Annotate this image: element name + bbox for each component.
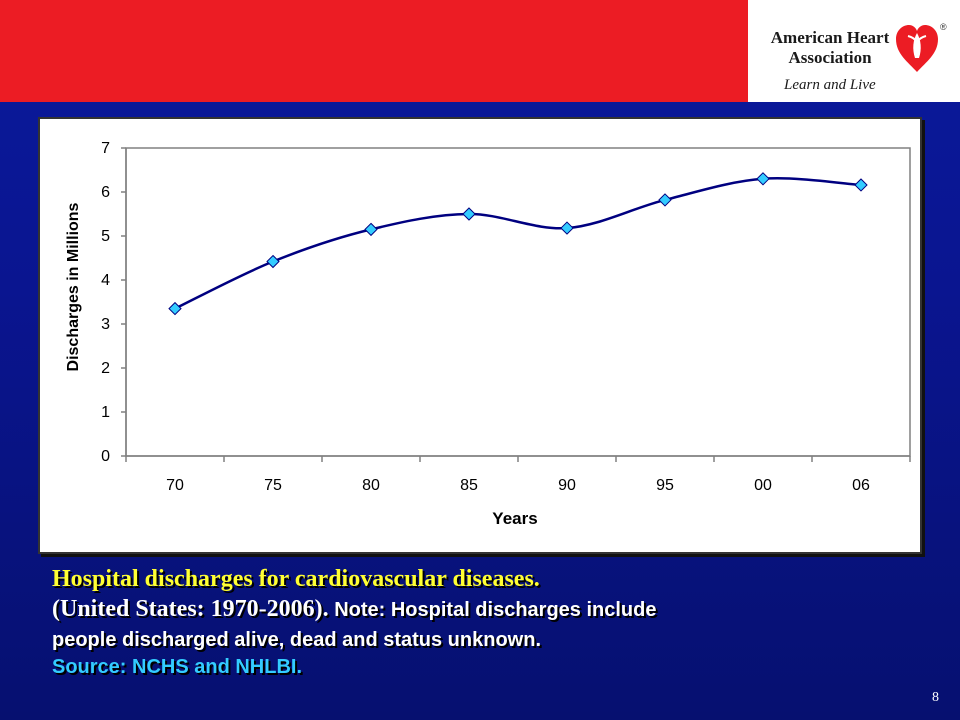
y-tick-label: 0 bbox=[101, 448, 110, 465]
caption-source: Source: NCHS and NHLBI. bbox=[52, 656, 303, 678]
x-tick-label: 95 bbox=[656, 477, 674, 494]
data-point-marker bbox=[462, 207, 476, 221]
data-point-marker bbox=[364, 222, 378, 237]
data-point-marker bbox=[560, 221, 574, 235]
logo-name-line2: Association bbox=[788, 48, 872, 67]
slide-number: 8 bbox=[932, 690, 939, 705]
chart-axes bbox=[121, 147, 911, 462]
caption-title: Hospital discharges for cardiovascular d… bbox=[52, 566, 540, 592]
x-tick-label: 00 bbox=[754, 477, 772, 494]
y-tick-label: 4 bbox=[101, 272, 110, 289]
x-tick-label: 90 bbox=[558, 477, 576, 494]
y-tick-label: 3 bbox=[101, 316, 110, 333]
caption-note-end: people discharged alive, dead and status… bbox=[52, 629, 541, 651]
x-tick-label: 75 bbox=[264, 477, 282, 494]
series-markers bbox=[168, 172, 868, 316]
data-point-marker bbox=[756, 172, 770, 186]
x-tick-label: 85 bbox=[460, 477, 478, 494]
caption-note-start: Note: Hospital discharges include bbox=[328, 599, 657, 621]
caption-date-range: (United States: 1970-2006). bbox=[52, 596, 329, 622]
heart-torch-icon bbox=[896, 25, 938, 72]
y-tick-label: 1 bbox=[101, 404, 110, 421]
y-tick-label: 2 bbox=[101, 360, 110, 377]
x-tick-label: 80 bbox=[362, 477, 380, 494]
y-tick-labels: 0 1 2 3 4 5 6 7 bbox=[101, 140, 110, 465]
x-tick-label: 70 bbox=[166, 477, 184, 494]
line-chart: 0 1 2 3 4 5 6 7 70 75 80 85 90 95 00 06 Discharges in … bbox=[65, 140, 911, 528]
y-tick-label: 6 bbox=[101, 184, 110, 201]
caption-subtitle: (United States: 1970-2006). Note: Hospit… bbox=[52, 594, 912, 627]
x-tick-label: 06 bbox=[852, 477, 870, 494]
logo-name-line1: American Heart bbox=[770, 28, 890, 47]
slide-caption: Hospital discharges for cardiovascular d… bbox=[52, 564, 912, 681]
plot-area-border bbox=[125, 147, 911, 457]
aha-logo: American Heart Association Learn and Liv… bbox=[748, 0, 960, 102]
chart-frame: 0 1 2 3 4 5 6 7 70 75 80 85 90 95 00 06 Discharges in … bbox=[38, 117, 922, 554]
logo-tagline: Learn and Live bbox=[784, 77, 876, 93]
data-point-marker bbox=[854, 178, 868, 192]
data-point-marker bbox=[168, 301, 182, 316]
y-tick-label: 5 bbox=[101, 228, 110, 245]
logo-name: American Heart Association bbox=[770, 28, 890, 68]
registered-mark: ® bbox=[940, 22, 947, 32]
x-tick-labels: 70 75 80 85 90 95 00 06 bbox=[166, 477, 870, 494]
series-line bbox=[174, 177, 862, 310]
y-tick-label: 7 bbox=[101, 140, 110, 157]
y-axis-label: Discharges in Millions bbox=[65, 202, 82, 371]
data-point-marker bbox=[658, 193, 672, 207]
data-point-marker bbox=[266, 254, 280, 269]
x-axis-label: Years bbox=[492, 509, 537, 528]
